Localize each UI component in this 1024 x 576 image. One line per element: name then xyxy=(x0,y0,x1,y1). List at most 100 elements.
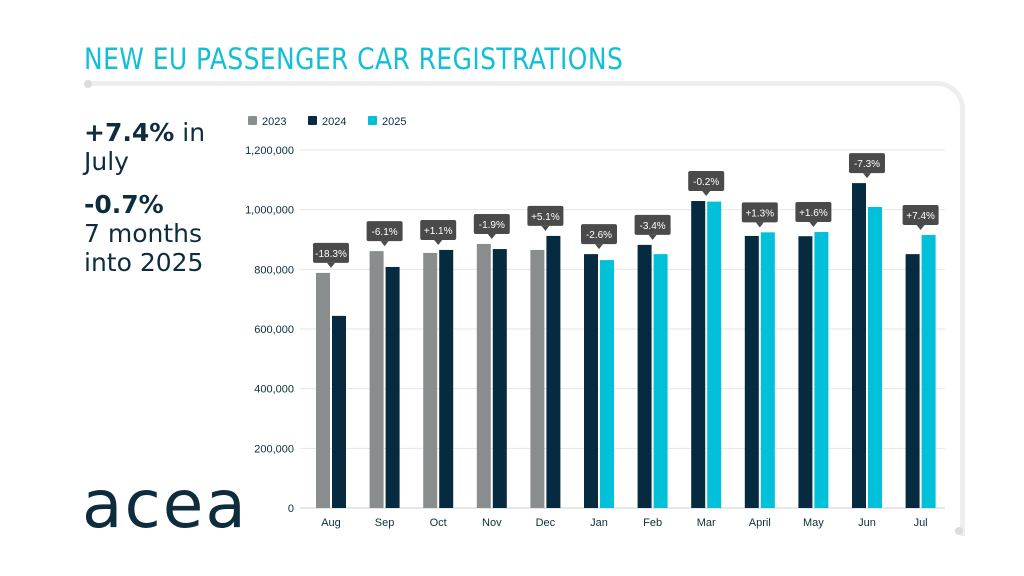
bar-Oct-2024 xyxy=(439,249,454,509)
page-title: NEW EU PASSENGER CAR REGISTRATIONS xyxy=(84,42,624,76)
bar-Jun-2025 xyxy=(868,206,882,508)
x-tick-label: Mar xyxy=(697,517,716,529)
change-callout-label: -0.2% xyxy=(693,177,719,188)
y-tick-label: 600,000 xyxy=(254,324,294,336)
legend-label-2023: 2023 xyxy=(262,116,286,128)
acea-logo: acea xyxy=(82,466,248,543)
change-callout-label: -3.4% xyxy=(640,221,666,232)
change-callout-pointer xyxy=(327,262,335,268)
kpi-ytd-line2: into 2025 xyxy=(84,248,204,277)
bar-Aug-2024 xyxy=(332,315,346,508)
y-tick-label: 0 xyxy=(288,503,294,515)
x-tick-label: Sep xyxy=(375,517,395,529)
change-callout-pointer xyxy=(648,234,657,240)
change-callout-label: +1.1% xyxy=(424,226,453,237)
bar-Mar-2025 xyxy=(707,201,722,508)
change-callout-label: -18.3% xyxy=(315,249,347,260)
bar-Dec-2023 xyxy=(530,249,545,509)
bar-Sep-2023 xyxy=(369,251,384,508)
change-callout-label: -1.9% xyxy=(479,220,505,231)
change-callout-label: -2.6% xyxy=(586,230,612,241)
legend-label-2025: 2025 xyxy=(382,116,406,128)
change-callout-box xyxy=(313,242,349,263)
y-tick-label: 1,000,000 xyxy=(245,205,294,217)
change-callout-pointer xyxy=(487,233,496,239)
bar-Jul-2024 xyxy=(905,254,920,508)
change-callout-box xyxy=(366,221,403,242)
change-callout-label: +5.1% xyxy=(531,212,560,223)
change-callout-label: -7.3% xyxy=(854,159,880,170)
bar-Aug-2023 xyxy=(316,272,330,508)
frame-dot-end xyxy=(955,527,963,535)
change-callout-box xyxy=(581,224,617,245)
change-callout-pointer xyxy=(702,191,711,197)
change-callout-pointer xyxy=(916,225,925,231)
bar-Mar-2024 xyxy=(691,201,706,508)
y-tick-label: 400,000 xyxy=(254,384,294,396)
x-tick-label: Aug xyxy=(321,517,341,529)
bar-Jan-2025 xyxy=(600,260,614,508)
change-callout-box xyxy=(634,214,671,235)
change-callout-label: +7.4% xyxy=(906,211,935,222)
legend-label-2024: 2024 xyxy=(322,116,346,128)
change-callout-box xyxy=(688,171,725,192)
bar-Sep-2024 xyxy=(385,266,400,508)
kpi-ytd-line1: 7 months xyxy=(84,219,203,248)
bar-Jul-2025 xyxy=(921,235,936,508)
change-callout-pointer xyxy=(595,244,603,250)
bar-Dec-2024 xyxy=(546,235,561,509)
bar-May-2025 xyxy=(814,232,829,508)
x-tick-label: Feb xyxy=(643,517,662,529)
change-callout-box xyxy=(473,213,510,234)
change-callout-pointer xyxy=(863,173,871,179)
x-tick-label: Jun xyxy=(858,517,876,529)
change-callout-label: +1.6% xyxy=(799,208,828,219)
change-callout-box xyxy=(902,205,939,226)
bar-May-2024 xyxy=(798,236,813,509)
kpi-ytd-value: -0.7% xyxy=(84,190,164,219)
y-tick-label: 200,000 xyxy=(254,443,294,455)
change-callout-label: -6.1% xyxy=(372,227,398,238)
bar-Nov-2023 xyxy=(476,243,491,508)
bar-Jun-2024 xyxy=(852,183,866,509)
bar-Feb-2025 xyxy=(653,254,668,508)
change-callout-box xyxy=(795,202,832,223)
y-tick-label: 800,000 xyxy=(254,264,294,276)
legend-swatch-2024 xyxy=(308,116,317,125)
frame-dot-start xyxy=(84,80,92,88)
bar-Jan-2024 xyxy=(584,254,598,508)
y-tick-label: 1,200,000 xyxy=(245,145,294,157)
change-callout-box xyxy=(527,205,564,226)
x-tick-label: Nov xyxy=(482,517,502,529)
x-tick-label: Dec xyxy=(536,517,556,529)
kpi-july-label: July xyxy=(84,147,129,176)
change-callout-box xyxy=(741,202,778,223)
bar-Nov-2024 xyxy=(492,249,507,508)
change-callout-box xyxy=(849,153,885,174)
bar-April-2024 xyxy=(744,235,759,509)
kpi-july-text: in xyxy=(182,118,206,147)
change-callout-pointer xyxy=(380,241,389,247)
x-tick-label: Jul xyxy=(914,517,928,529)
change-callout-label: +1.3% xyxy=(745,208,774,219)
kpi-ytd: -0.7% 7 months into 2025 xyxy=(84,190,205,277)
frame-border xyxy=(88,81,965,536)
legend-swatch-2023 xyxy=(248,116,257,125)
x-tick-label: May xyxy=(803,517,824,529)
change-callout-pointer xyxy=(541,225,550,231)
bar-Oct-2023 xyxy=(423,252,438,508)
x-tick-label: Oct xyxy=(430,517,447,529)
x-tick-label: April xyxy=(749,517,771,529)
change-callout-pointer xyxy=(755,222,764,228)
kpi-panel: +7.4% in July -0.7% 7 months into 2025 xyxy=(84,118,205,291)
change-callout-pointer xyxy=(434,239,443,245)
legend-swatch-2025 xyxy=(368,116,377,125)
change-callout-pointer xyxy=(809,222,818,228)
kpi-july-value: +7.4% xyxy=(84,118,175,147)
bar-April-2025 xyxy=(760,232,775,508)
kpi-july: +7.4% in July xyxy=(84,118,205,176)
bar-Feb-2024 xyxy=(637,244,652,508)
x-tick-label: Jan xyxy=(590,517,608,529)
change-callout-box xyxy=(420,219,457,240)
